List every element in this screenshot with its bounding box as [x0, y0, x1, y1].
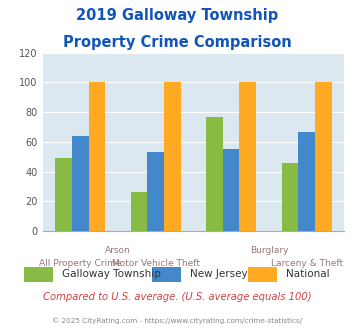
Bar [240, 82, 256, 231]
Bar [164, 82, 181, 231]
Text: Burglary: Burglary [250, 246, 288, 255]
Text: New Jersey: New Jersey [190, 269, 248, 279]
Text: Galloway Township: Galloway Township [62, 269, 162, 279]
Bar [315, 82, 332, 231]
Text: Larceny & Theft: Larceny & Theft [271, 259, 343, 268]
Text: Compared to U.S. average. (U.S. average equals 100): Compared to U.S. average. (U.S. average … [43, 292, 312, 302]
Text: National: National [286, 269, 330, 279]
Bar [223, 149, 240, 231]
Text: © 2025 CityRating.com - https://www.cityrating.com/crime-statistics/: © 2025 CityRating.com - https://www.city… [53, 317, 302, 324]
Bar [24, 267, 53, 282]
Text: 2019 Galloway Township: 2019 Galloway Township [76, 8, 279, 23]
Bar [55, 158, 72, 231]
Text: Motor Vehicle Theft: Motor Vehicle Theft [112, 259, 200, 268]
Bar [248, 267, 277, 282]
Bar [298, 131, 315, 231]
Text: Arson: Arson [105, 246, 131, 255]
Bar [72, 136, 89, 231]
Text: All Property Crime: All Property Crime [39, 259, 121, 268]
Bar [147, 152, 164, 231]
Bar [152, 267, 181, 282]
Bar [206, 116, 223, 231]
Bar [131, 192, 147, 231]
Text: Property Crime Comparison: Property Crime Comparison [63, 35, 292, 50]
Bar [282, 163, 298, 231]
Bar [89, 82, 105, 231]
